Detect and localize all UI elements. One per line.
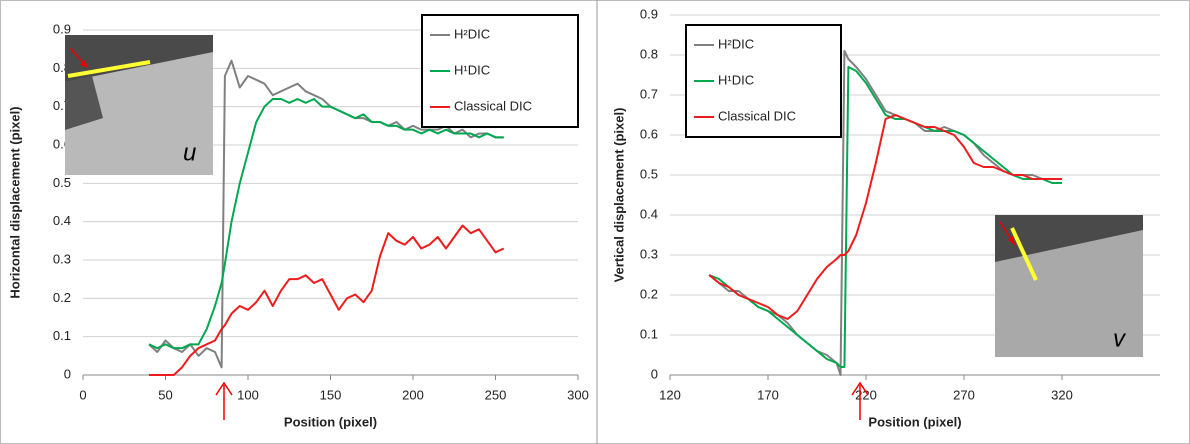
x-tick-label: 50 [158,387,172,402]
data-line [148,98,504,350]
x-tick-label: 200 [402,387,424,402]
data-line [708,66,1062,368]
x-tick-label: 270 [953,387,975,402]
data-line [708,50,1062,376]
y-tick-label: 0.4 [53,213,71,228]
y-tick-label: 0.3 [640,246,658,261]
legend-label: Classical DIC [454,98,532,113]
y-tick-label: 0.9 [53,21,71,36]
x-tick-label: 300 [567,387,589,402]
legend-label: H¹DIC [454,62,490,77]
x-tick-label: 250 [485,387,507,402]
legend-label: Classical DIC [718,108,796,123]
data-line [708,114,1062,320]
legend-label: H²DIC [454,26,490,41]
y-tick-label: 0.3 [53,251,71,266]
y-tick-label: 0.9 [640,6,658,21]
y-tick-label: 0.8 [640,46,658,61]
y-tick-label: 0.2 [640,286,658,301]
inset-label: u [183,139,196,166]
x-tick-label: 150 [320,387,342,402]
inset-label: v [1113,325,1127,352]
legend-label: H¹DIC [718,72,754,87]
x-tick-label: 220 [855,387,877,402]
inset-image: u [65,35,213,175]
legend: H²DIC H¹DIC Classical DIC [421,14,579,128]
x-tick-label: 170 [757,387,779,402]
y-tick-label: 0.7 [640,86,658,101]
y-tick-label: 0.5 [640,166,658,181]
x-tick-label: 100 [237,387,259,402]
x-tick-label: 120 [659,387,681,402]
legend: H²DIC H¹DIC Classical DIC [685,24,842,138]
y-tick-label: 0.1 [640,326,658,341]
y-tick-label: 0.6 [640,126,658,141]
y-tick-label: 0.4 [640,206,658,221]
y-tick-label: 0.1 [53,328,71,343]
inset-image: v [995,215,1143,357]
x-axis-title: Position (pixel) [868,414,961,429]
y-tick-label: 0 [651,366,658,381]
y-tick-label: 0.5 [53,175,71,190]
y-tick-label: 0.2 [53,290,71,305]
legend-label: H²DIC [718,36,754,51]
y-axis-title: Vertical displacement (pixel) [611,108,626,283]
x-tick-label: 320 [1051,387,1073,402]
x-tick-label: 0 [79,387,86,402]
y-axis-title: Horizontal displacement (pixel) [7,106,22,298]
data-line [149,224,505,376]
marker-arrow [215,381,869,420]
y-tick-label: 0 [64,366,71,381]
x-axis-title: Position (pixel) [284,414,377,429]
